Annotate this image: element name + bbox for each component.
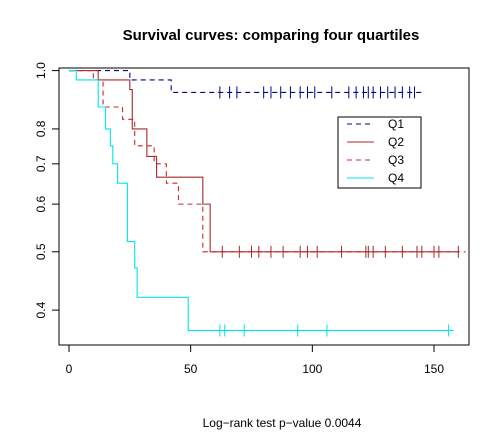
- survival-curves: [69, 70, 466, 332]
- legend-label-q2: Q2: [388, 135, 404, 149]
- curve-q2: [69, 70, 459, 253]
- x-axis: 0 50 100 150: [66, 344, 444, 376]
- x-tick-label: 50: [184, 362, 198, 376]
- x-tick-label: 150: [424, 362, 444, 376]
- legend-label-q1: Q1: [388, 117, 404, 131]
- legend: Q1 Q2 Q3 Q4: [337, 116, 422, 189]
- x-tick-label: 100: [302, 362, 322, 376]
- y-tick-label: 1.0: [34, 62, 48, 79]
- curve-q1: [69, 70, 422, 93]
- legend-label-q3: Q3: [388, 153, 404, 167]
- plot-frame: [58, 67, 470, 346]
- x-tick-label: 0: [66, 362, 73, 376]
- y-tick-label: 0.4: [34, 301, 48, 318]
- curve-q4: [69, 70, 454, 332]
- y-tick-label: 0.5: [34, 243, 48, 260]
- curve-q3: [69, 70, 466, 253]
- y-axis: 0.4 0.5 0.6 0.7 0.8 1.0: [34, 62, 60, 318]
- censor-marks: [219, 86, 459, 337]
- y-tick-label: 0.6: [34, 195, 48, 212]
- y-tick-label: 0.7: [34, 155, 48, 172]
- legend-label-q4: Q4: [388, 171, 404, 185]
- chart-title: Survival curves: comparing four quartile…: [123, 27, 420, 44]
- legend-box: [337, 116, 422, 189]
- y-tick-label: 0.8: [34, 120, 48, 137]
- logrank-note: Log−rank test p−value 0.0044: [203, 416, 362, 430]
